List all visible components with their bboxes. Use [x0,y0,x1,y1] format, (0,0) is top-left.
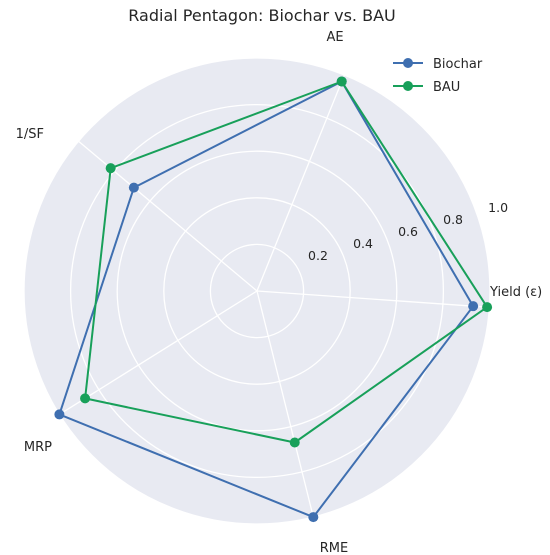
data-point-bau-0 [482,302,493,313]
legend-label-biochar: Biochar [433,57,483,72]
axis-label-0: Yield (ε) [489,285,542,300]
grid-ring-1 [163,197,351,385]
grid-ring-3 [69,103,445,479]
grid [23,57,491,525]
grid-spoke-0 [256,290,490,308]
r-tick-label-4: 1.0 [488,200,508,215]
legend-label-bau: BAU [433,80,460,95]
data-point-biochar-3 [54,409,65,420]
legend-entry-bau: BAU [393,80,460,95]
axis-labels: Yield (ε) AE 1/SF MRP RME [16,30,543,555]
axis-label-1: AE [326,30,343,45]
legend-marker-biochar [403,58,413,68]
legend-entry-biochar: Biochar [393,57,483,72]
radial-ticks: 0.2 0.4 0.6 0.8 1.0 [308,200,508,263]
data-point-bau-1 [336,76,347,87]
series-line-bau [84,80,489,444]
grid-ring-4 [23,57,491,525]
axis-label-4: RME [320,541,348,555]
r-tick-label-2: 0.6 [398,224,418,239]
legend-marker-bau [403,81,413,91]
r-tick-label-0: 0.2 [308,248,328,263]
axis-label-3: MRP [24,440,52,455]
data-point-biochar-4 [308,512,319,523]
data-point-biochar-0 [468,301,479,312]
data-point-bau-4 [289,437,300,448]
data-point-biochar-2 [128,182,139,193]
r-tick-label-1: 0.4 [353,236,373,251]
legend: Biochar BAU [393,57,483,95]
grid-spoke-4 [256,290,314,518]
data-point-bau-2 [105,163,116,174]
grid-spoke-1 [256,74,345,292]
series-bau [80,76,493,448]
grid-ring-0 [209,243,305,339]
r-tick-label-3: 0.8 [443,212,463,227]
grid-ring-2 [116,150,398,432]
data-point-bau-3 [80,393,91,404]
chart-title: Radial Pentagon: Biochar vs. BAU [128,6,395,25]
grid-spoke-3 [59,290,258,415]
series-layer [54,76,493,523]
axis-label-2: 1/SF [16,127,44,142]
